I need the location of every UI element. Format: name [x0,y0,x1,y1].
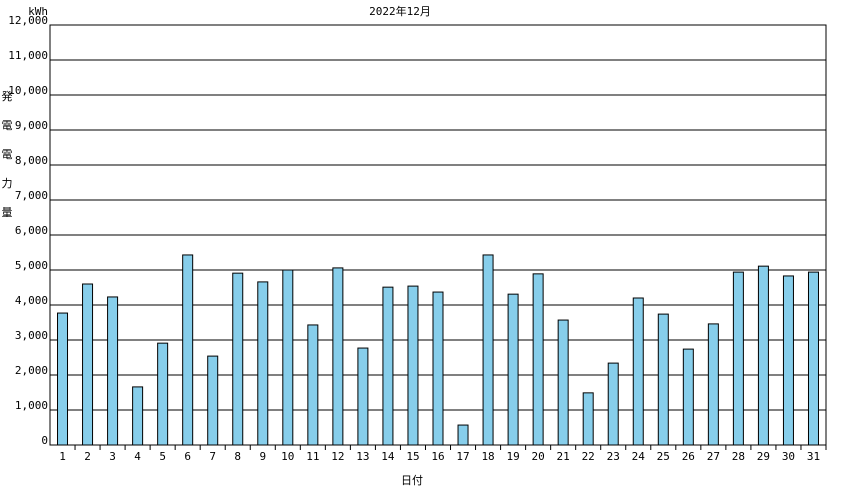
bar [57,312,69,446]
bar [632,297,644,446]
x-tick-label: 28 [732,450,745,463]
bar [507,293,519,446]
bar [807,271,819,446]
x-tick-label: 31 [807,450,820,463]
bar [732,271,744,446]
x-tick-label: 12 [331,450,344,463]
bar [382,286,394,446]
x-tick-label: 27 [707,450,720,463]
bar [682,348,694,446]
x-tick-label: 9 [259,450,266,463]
x-tick-label: 29 [757,450,770,463]
x-tick-label: 2 [84,450,91,463]
bar [657,313,669,446]
y-unit: kWh [28,5,48,18]
x-tick-label: 24 [632,450,646,463]
bar [257,281,269,446]
y-tick-label: 8,000 [15,154,48,167]
bar [407,285,419,446]
x-tick-label: 11 [306,450,319,463]
bar [782,275,794,446]
x-tick-label: 5 [159,450,166,463]
x-tick-label: 14 [381,450,395,463]
bar [207,355,219,446]
x-tick-label: 4 [134,450,141,463]
chart-title: 2022年12月 [369,4,431,18]
x-tick-label: 13 [356,450,369,463]
x-tick-label: 25 [657,450,670,463]
x-tick-label: 15 [406,450,419,463]
y-tick-label: 10,000 [8,84,48,97]
bar [307,324,319,446]
y-tick-label: 6,000 [15,224,48,237]
x-tick-label: 21 [557,450,570,463]
bar [132,386,144,446]
x-tick-label: 23 [607,450,620,463]
x-tick-label: 19 [506,450,519,463]
bar [532,273,544,446]
x-tick-label: 22 [582,450,595,463]
x-tick-label: 18 [481,450,494,463]
bar [757,265,769,446]
bar [482,254,494,446]
x-tick-label: 1 [59,450,66,463]
bar [157,342,169,446]
bar [557,319,569,446]
y-tick-label: 1,000 [15,399,48,412]
y-tick-label: 4,000 [15,294,48,307]
x-tick-label: 20 [532,450,545,463]
y-tick-label: 11,000 [8,49,48,62]
y-axis-label: 発電電力量 [2,89,13,219]
bar [282,269,294,446]
y-tick-label: 0 [41,434,48,447]
bar [82,283,94,446]
x-tick-label: 6 [184,450,191,463]
x-tick-label: 10 [281,450,294,463]
x-axis-label: 日付 [401,474,423,487]
x-tick-label: 30 [782,450,795,463]
x-tick-label: 7 [209,450,216,463]
y-tick-label: 12,000 [8,14,48,27]
x-tick-label: 26 [682,450,695,463]
bar [332,267,344,446]
y-tick-label: 9,000 [15,119,48,132]
bar [607,362,619,446]
bar [707,323,719,446]
bar [457,424,469,446]
bar [432,291,444,446]
x-tick-label: 8 [234,450,241,463]
y-tick-label: 5,000 [15,259,48,272]
y-tick-label: 3,000 [15,329,48,342]
bar [107,296,119,446]
x-tick-label: 16 [431,450,444,463]
y-tick-label: 7,000 [15,189,48,202]
bar [182,254,194,446]
x-tick-label: 17 [456,450,469,463]
y-tick-label: 2,000 [15,364,48,377]
bar [232,272,244,446]
bar [357,347,369,446]
x-tick-label: 3 [109,450,116,463]
bar [582,392,594,446]
